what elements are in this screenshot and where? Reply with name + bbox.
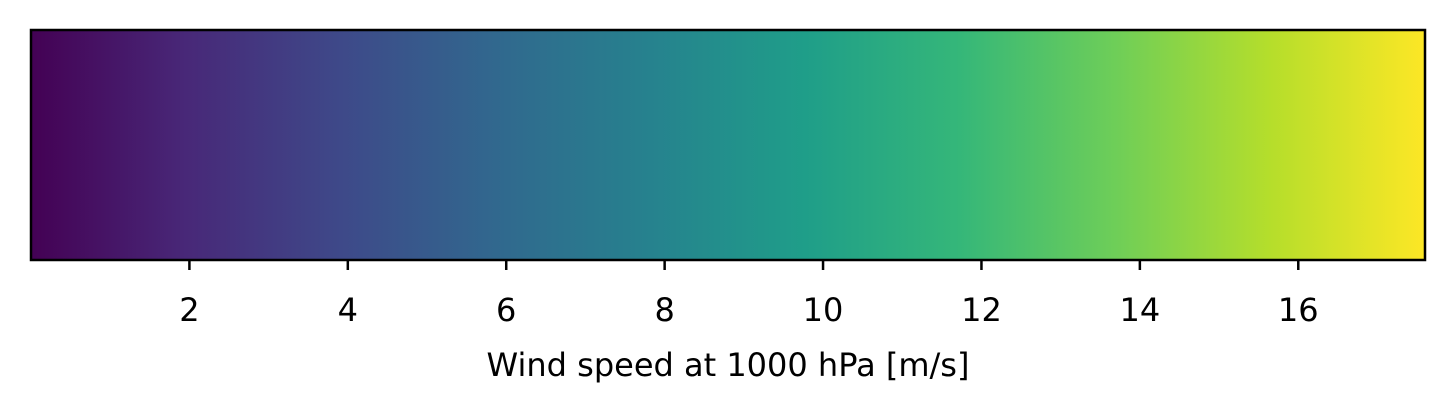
colorbar-frame — [29, 28, 1427, 262]
x-tick-label: 4 — [338, 291, 358, 329]
x-tick-label: 16 — [1278, 291, 1319, 329]
x-tick-label: 6 — [496, 291, 516, 329]
colorbar-gradient — [31, 30, 1425, 260]
x-axis-ticks: 2 4 6 8 10 12 14 16 — [179, 260, 1319, 329]
x-axis-label: Wind speed at 1000 hPa [m/s] — [487, 346, 970, 384]
x-tick-label: 14 — [1120, 291, 1161, 329]
x-tick-label: 10 — [803, 291, 844, 329]
x-tick-label: 8 — [654, 291, 674, 329]
x-tick-label: 12 — [961, 291, 1002, 329]
x-tick-label: 2 — [179, 291, 199, 329]
